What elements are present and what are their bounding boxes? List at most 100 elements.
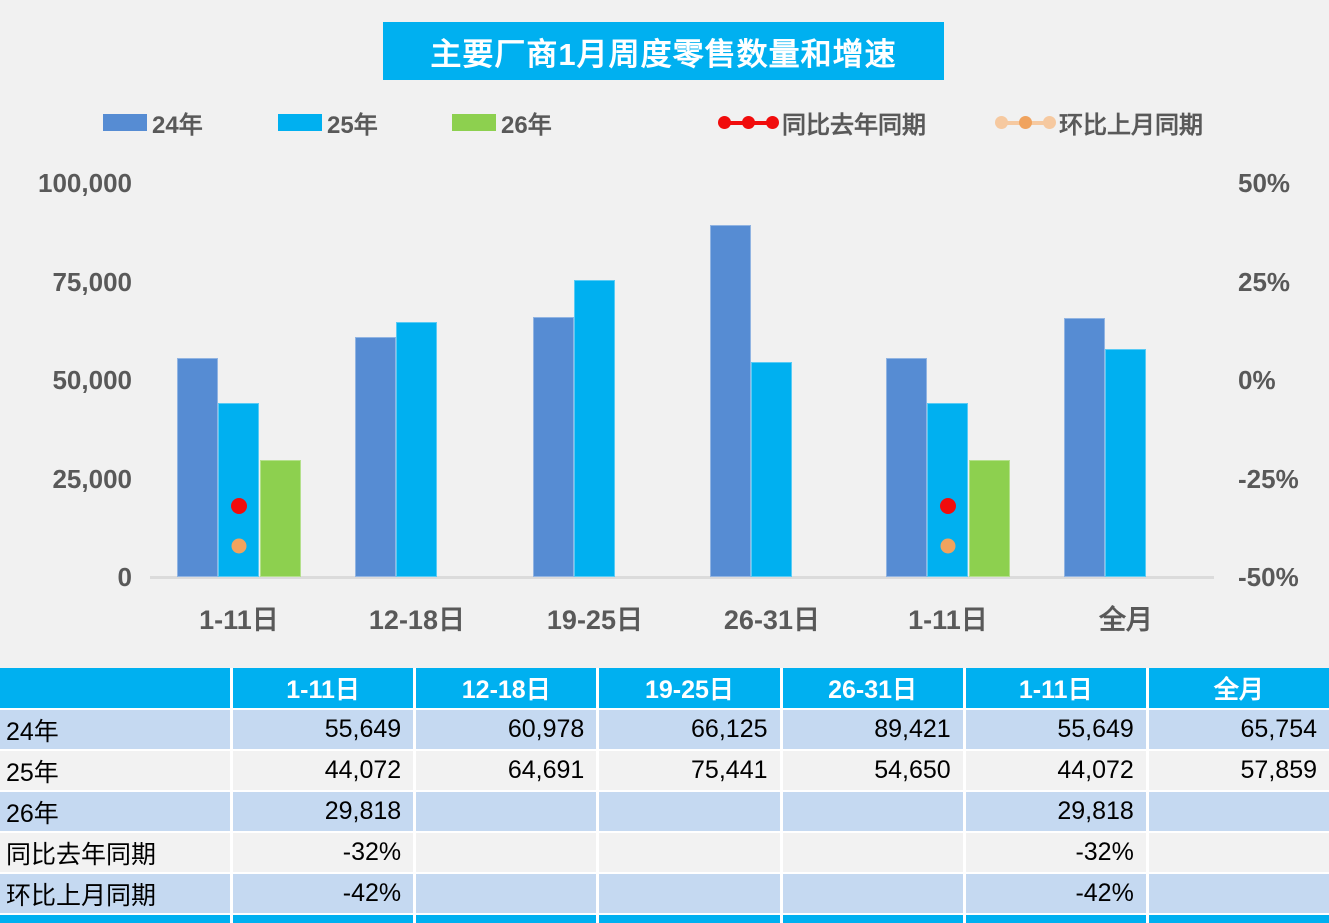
table-cell: -42% — [233, 874, 414, 913]
legend-label: 26年 — [501, 111, 552, 139]
table-cell: 29,818 — [233, 792, 414, 831]
legend-swatch-icon — [278, 113, 322, 131]
bar-25年-12-18日 — [396, 322, 438, 577]
table-header-cell: 26-31日 — [782, 668, 963, 708]
table-cell: -42% — [965, 874, 1146, 913]
legend-item-4: 同比去年同期 — [718, 104, 926, 140]
table-cell — [599, 792, 780, 831]
y-tick-left: 75,000 — [52, 266, 132, 297]
table-cell: 44,072 — [233, 751, 414, 790]
table-cell — [416, 874, 597, 913]
y-tick-right: 25% — [1238, 266, 1291, 297]
bar-24年-26-31日 — [710, 224, 751, 577]
table-cell: -32% — [233, 833, 414, 872]
table-row-label: 环比上月同期 — [0, 874, 230, 913]
x-axis-label-全月: 全月 — [1098, 605, 1153, 635]
y-tick-right: 50% — [1238, 168, 1291, 198]
bar-24年-12-18日 — [355, 336, 396, 577]
legend-label: 24年 — [152, 111, 203, 139]
bar-24年-1-11日 — [177, 357, 218, 577]
table-header-cell: 全月 — [1148, 668, 1329, 708]
legend-item-5: 环比上月同期 — [995, 104, 1203, 140]
dot-环比上月同期-1-11日 — [940, 538, 956, 553]
table-cell: 89,421 — [782, 710, 963, 749]
table-bottom-strip — [0, 915, 230, 923]
table-header-cell: 19-25日 — [599, 668, 780, 708]
table-cell: 55,649 — [233, 710, 414, 749]
table-cell — [416, 833, 597, 872]
table-cell: 44,072 — [965, 751, 1146, 790]
table-bottom-strip — [782, 915, 963, 923]
legend-item-1: 24年 — [103, 104, 203, 140]
y-tick-right: 0% — [1238, 365, 1276, 395]
table-cell: 60,978 — [416, 710, 597, 749]
table-bottom-strip — [416, 915, 597, 923]
table-cell — [782, 792, 963, 831]
dot-环比上月同期-1-11日 — [231, 538, 247, 553]
legend-dot-line-icon — [995, 115, 1057, 130]
legend-swatch-icon — [452, 113, 496, 131]
x-axis-label-1-11日: 1-11日 — [199, 605, 279, 635]
bar-25年-26-31日 — [751, 361, 793, 577]
y-tick-right: -25% — [1238, 463, 1299, 494]
table-bottom-strip — [965, 915, 1146, 923]
y-tick-left: 50,000 — [52, 365, 132, 395]
table-row-label: 25年 — [0, 751, 230, 790]
bar-26年-1-11日 — [968, 459, 1010, 577]
table-header-cell: 1-11日 — [965, 668, 1146, 708]
x-axis-label-26-31日: 26-31日 — [723, 605, 820, 635]
legend-swatch-icon — [103, 113, 147, 131]
table-header-cell: 1-11日 — [233, 668, 414, 708]
y-tick-left: 0 — [117, 562, 132, 592]
table-cell: 66,125 — [599, 710, 780, 749]
table-corner-cell — [0, 668, 230, 708]
table-cell: 65,754 — [1148, 710, 1329, 749]
table-cell — [1148, 874, 1329, 913]
bar-25年-全月 — [1105, 349, 1147, 577]
legend-item-3: 26年 — [452, 104, 552, 140]
y-tick-left: 25,000 — [52, 463, 132, 494]
table-cell: 54,650 — [782, 751, 963, 790]
table-bottom-strip — [599, 915, 780, 923]
table-cell — [782, 874, 963, 913]
legend-dot-line-icon — [718, 115, 780, 130]
table-header-cell: 12-18日 — [416, 668, 597, 708]
bar-25年-19-25日 — [574, 279, 616, 577]
chart-title: 主要厂商1月周度零售数量和增速 — [383, 22, 944, 80]
table-cell — [416, 792, 597, 831]
table-cell: 29,818 — [965, 792, 1146, 831]
x-axis-label-12-18日: 12-18日 — [368, 605, 465, 635]
bar-26年-1-11日 — [259, 459, 301, 577]
table-cell — [599, 833, 780, 872]
table-cell: 55,649 — [965, 710, 1146, 749]
table-cell: -32% — [965, 833, 1146, 872]
table-cell: 57,859 — [1148, 751, 1329, 790]
x-axis-label-1-11日: 1-11日 — [908, 605, 988, 635]
table-cell: 75,441 — [599, 751, 780, 790]
bar-24年-1-11日 — [886, 357, 927, 577]
table-row-label: 26年 — [0, 792, 230, 831]
x-axis-label-19-25日: 19-25日 — [546, 605, 643, 635]
table-bottom-strip — [1148, 915, 1329, 923]
plot-area — [148, 183, 1214, 579]
table-bottom-strip — [233, 915, 414, 923]
legend-item-2: 25年 — [278, 104, 378, 140]
dot-同比去年同期-1-11日 — [230, 498, 247, 515]
table-cell — [599, 874, 780, 913]
table-row-label: 同比去年同期 — [0, 833, 230, 872]
table-cell: 64,691 — [416, 751, 597, 790]
legend-label: 同比去年同期 — [782, 111, 926, 139]
table-cell — [782, 833, 963, 872]
dot-同比去年同期-1-11日 — [939, 498, 956, 515]
bar-24年-全月 — [1064, 317, 1105, 577]
table-cell — [1148, 792, 1329, 831]
table-row-label: 24年 — [0, 710, 230, 749]
y-tick-left: 100,000 — [38, 168, 132, 198]
bar-24年-19-25日 — [533, 316, 574, 577]
y-tick-right: -50% — [1238, 562, 1299, 592]
legend-label: 环比上月同期 — [1059, 111, 1203, 139]
data-table: 1-11日 12-18日 19-25日 26-31日 1-11日 全月 24年 55,649 6… — [0, 668, 1329, 923]
x-axis-line — [150, 576, 1214, 579]
table-cell — [1148, 833, 1329, 872]
legend-label: 25年 — [327, 111, 378, 139]
